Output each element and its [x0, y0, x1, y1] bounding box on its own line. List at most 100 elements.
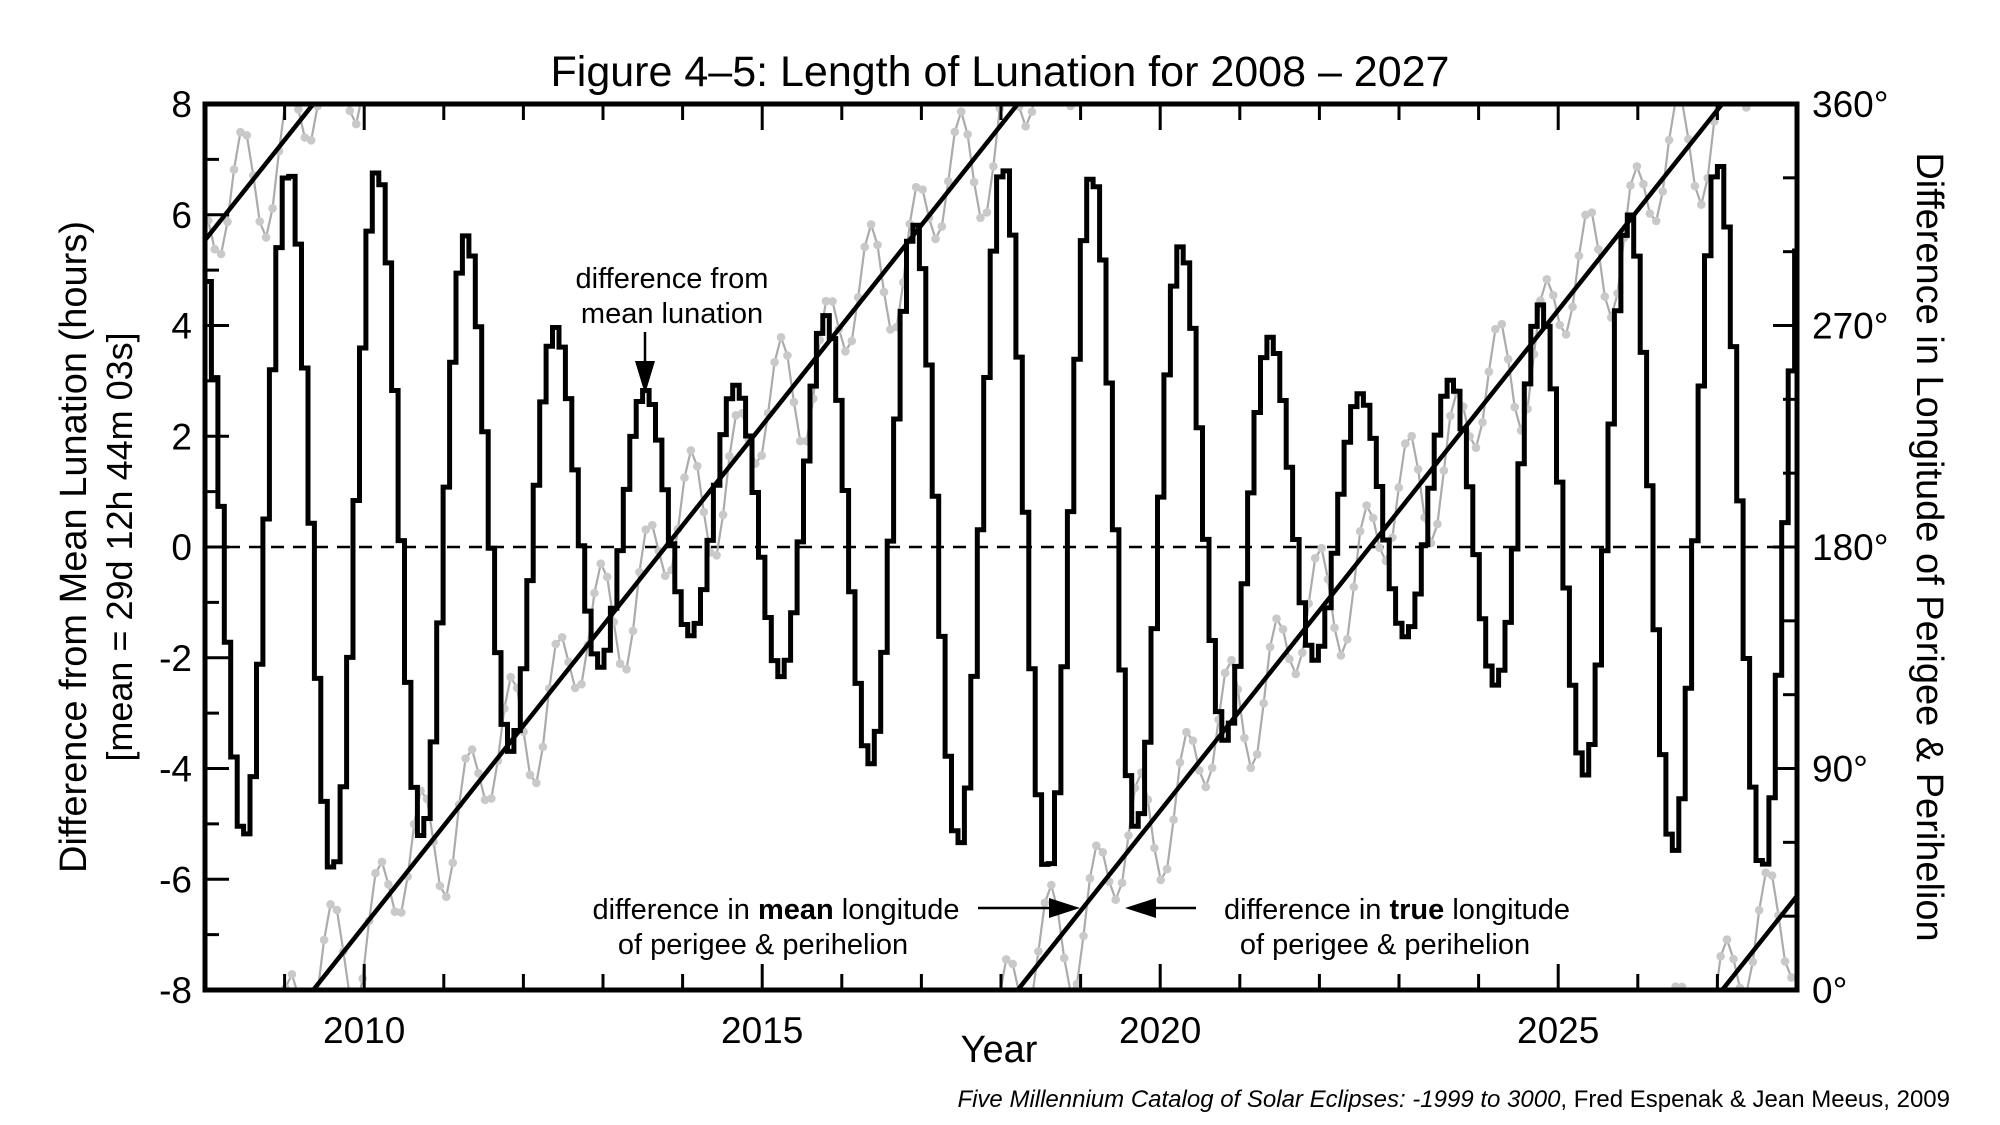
- true-longitude-marker: [1124, 831, 1133, 840]
- true-longitude-marker: [963, 130, 972, 139]
- true-longitude-marker: [1697, 200, 1706, 209]
- true-longitude-marker: [1690, 181, 1700, 191]
- true-longitude-marker: [332, 905, 342, 915]
- true-longitude-marker: [841, 347, 850, 356]
- true-longitude-marker: [442, 892, 451, 901]
- true-longitude-marker: [1092, 841, 1101, 850]
- annotation-true-longitude-line2: of perigee & perihelion: [1240, 929, 1530, 961]
- mean-longitude-segment: [1015, 104, 1724, 990]
- true-longitude-marker: [255, 217, 264, 226]
- true-longitude-marker: [1368, 513, 1378, 523]
- true-longitude-marker: [950, 127, 960, 137]
- true-longitude-marker: [1085, 874, 1095, 883]
- true-longitude-marker: [1639, 179, 1648, 189]
- y-right-axis-title: Difference in Longitude of Perigee & Per…: [1908, 152, 1950, 941]
- true-longitude-marker: [210, 244, 219, 254]
- true-longitude-marker: [590, 588, 599, 598]
- true-longitude-marker: [1787, 973, 1796, 982]
- true-longitude-marker: [956, 107, 966, 116]
- true-longitude-marker: [622, 664, 631, 674]
- true-longitude-marker: [1503, 354, 1513, 364]
- true-longitude-marker: [1394, 483, 1404, 492]
- true-longitude-marker: [828, 297, 837, 306]
- true-longitude-marker: [306, 136, 316, 145]
- mean-longitude-segment: [205, 104, 316, 242]
- y-left-axis-title-line1: Difference from Mean Lunation (hours): [53, 221, 95, 873]
- true-longitude-marker: [1407, 431, 1416, 441]
- y-right-tick-label: 0°: [1812, 970, 1847, 1011]
- down-arrow-icon: [635, 361, 655, 394]
- true-longitude-marker: [1240, 733, 1249, 743]
- true-longitude-marker: [1291, 669, 1301, 679]
- true-longitude-marker: [866, 220, 876, 229]
- true-longitude-marker: [1626, 181, 1635, 190]
- true-longitude-marker: [223, 217, 232, 227]
- true-longitude-marker: [1162, 864, 1172, 874]
- true-longitude-marker: [1285, 654, 1294, 664]
- true-longitude-marker: [319, 935, 329, 945]
- true-longitude-marker: [1491, 324, 1500, 334]
- y-left-axis-title-line2: [mean = 29d 12h 44m 03s]: [99, 332, 140, 761]
- true-longitude-marker: [1111, 895, 1120, 904]
- annotation-true-longitude: difference in true longitude of perigee …: [1125, 894, 1570, 961]
- lunation-difference-step-path: [205, 164, 1797, 870]
- true-longitude-marker: [1645, 209, 1655, 218]
- x-tick-label: 2025: [1517, 1010, 1599, 1051]
- true-longitude-marker: [931, 234, 940, 244]
- y-right-tick-label: 90°: [1812, 749, 1868, 790]
- true-longitude-marker: [686, 446, 696, 455]
- true-longitude-marker: [1587, 208, 1597, 217]
- true-longitude-marker: [1246, 763, 1256, 773]
- true-longitude-marker: [242, 131, 252, 140]
- x-axis-title: Year: [961, 1029, 1038, 1071]
- lunation-difference-series: [205, 164, 1797, 870]
- true-longitude-marker: [873, 240, 882, 250]
- true-longitude-marker: [1156, 875, 1165, 885]
- true-longitude-marker: [1510, 402, 1519, 412]
- axis-ticks: [205, 104, 1797, 990]
- true-longitude-marker: [1252, 750, 1262, 759]
- true-longitude-marker: [1175, 758, 1185, 767]
- annotation-mean-longitude-line2: of perigee & perihelion: [618, 929, 908, 961]
- true-longitude-marker: [294, 105, 303, 114]
- true-longitude-marker: [776, 333, 786, 342]
- true-longitude-marker: [1259, 699, 1268, 708]
- true-longitude-marker: [1207, 763, 1217, 773]
- true-longitude-marker: [1150, 843, 1159, 853]
- true-longitude-marker: [944, 177, 953, 186]
- true-longitude-marker: [525, 770, 535, 780]
- annotation-mean-lunation-line1: difference from: [576, 263, 769, 295]
- true-longitude-marker: [1362, 501, 1371, 510]
- true-longitude-marker: [1079, 931, 1088, 941]
- true-longitude-marker: [1722, 935, 1732, 944]
- true-longitude-marker: [1780, 957, 1790, 966]
- true-longitude-marker: [1098, 848, 1108, 857]
- true-longitude-marker: [1008, 959, 1017, 969]
- y-right-tick-label: 360°: [1812, 84, 1889, 125]
- true-longitude-marker: [1561, 330, 1571, 339]
- true-longitude-marker: [918, 185, 927, 194]
- true-longitude-marker: [731, 411, 741, 420]
- true-longitude-marker: [1298, 648, 1307, 657]
- true-longitude-marker: [796, 436, 805, 446]
- true-longitude-marker: [551, 639, 560, 649]
- true-longitude-marker: [287, 970, 297, 979]
- annotation-mean-lunation: difference from mean lunation: [576, 263, 769, 394]
- true-longitude-marker: [480, 795, 490, 805]
- true-longitude-marker: [1574, 251, 1584, 261]
- true-longitude-marker: [1001, 955, 1011, 964]
- true-longitude-marker: [1272, 614, 1281, 623]
- true-longitude-marker: [1497, 319, 1507, 329]
- true-longitude-marker: [1310, 553, 1320, 563]
- true-longitude-marker: [725, 451, 734, 461]
- y-left-tick-label: -6: [159, 859, 192, 900]
- x-tick-label: 2010: [323, 1010, 405, 1051]
- mean-longitude-line: [205, 104, 1797, 990]
- true-longitude-marker: [1651, 216, 1661, 226]
- true-longitude-marker: [1664, 135, 1674, 145]
- left-arrow-icon: [1125, 898, 1156, 918]
- y-left-tick-label: 4: [171, 306, 192, 347]
- true-longitude-marker: [596, 559, 606, 568]
- true-longitude-marker: [371, 868, 380, 878]
